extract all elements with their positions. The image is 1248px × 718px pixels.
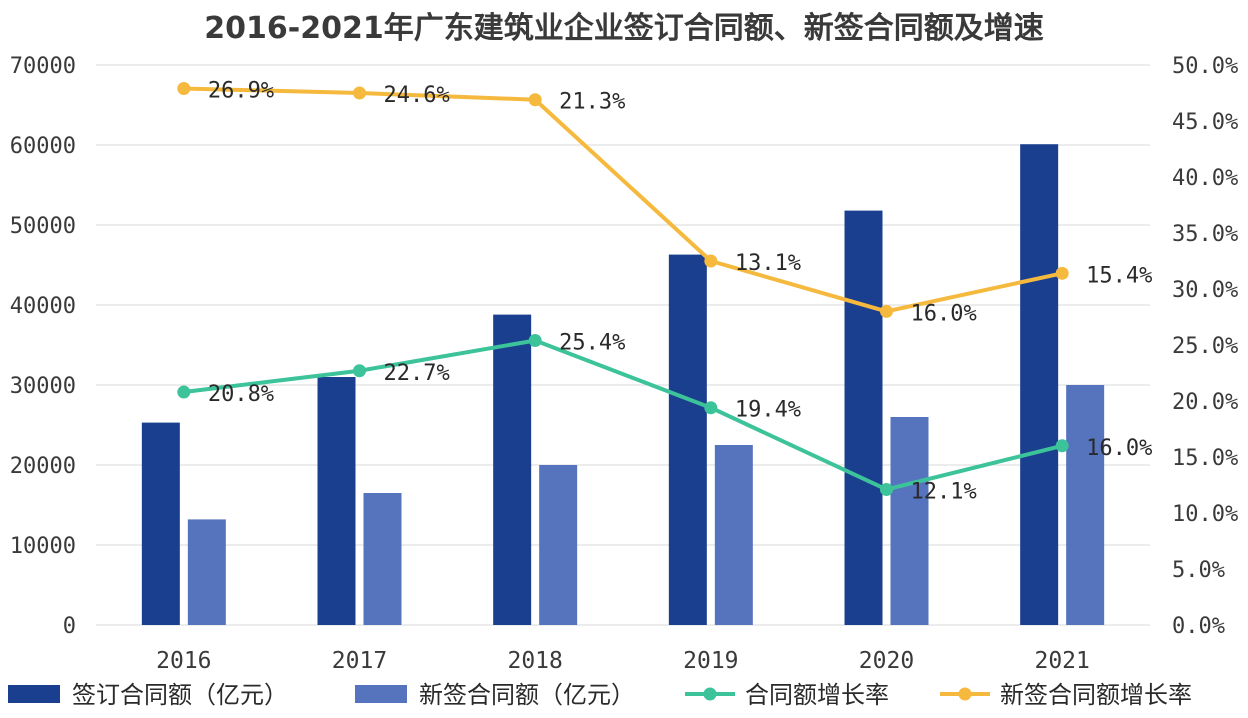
- left-tick-label: 30000: [10, 374, 76, 399]
- x-tick-label: 2019: [683, 648, 738, 674]
- point-contract-growth-2019: [704, 401, 718, 415]
- bar-signed-contract-2017: [317, 377, 356, 625]
- data-label-new-contract-growth: 15.4%: [1086, 263, 1152, 288]
- left-tick-label: 20000: [10, 454, 76, 479]
- x-tick-label: 2020: [859, 648, 914, 674]
- left-tick-label: 40000: [10, 294, 76, 319]
- legend-item-2: 新签合同额（亿元）: [355, 681, 635, 709]
- bar-new-contract-2020: [890, 417, 929, 625]
- point-new-contract-growth-2017: [353, 86, 366, 100]
- right-tick-label: 45.0%: [1172, 110, 1238, 135]
- point-new-contract-growth-2020: [880, 304, 893, 318]
- point-new-contract-growth-2016: [177, 82, 191, 96]
- legend-swatch: [8, 685, 60, 703]
- left-tick-label: 50000: [10, 214, 76, 239]
- legend-item-4: 新签合同额增长率: [940, 681, 1192, 709]
- left-tick-label: 70000: [10, 54, 76, 79]
- data-label-contract-growth: 19.4%: [735, 398, 801, 423]
- legend-marker: [703, 687, 717, 701]
- bar-signed-contract-2019: [668, 254, 707, 625]
- legend-label: 新签合同额（亿元）: [419, 681, 635, 709]
- legend-item-1: 签订合同额（亿元）: [8, 681, 288, 709]
- x-tick-label: 2021: [1034, 648, 1089, 674]
- data-label-contract-growth: 20.8%: [208, 382, 274, 407]
- data-label-contract-growth: 22.7%: [384, 361, 450, 386]
- data-label-new-contract-growth: 26.9%: [208, 79, 274, 104]
- right-tick-label: 0.0%: [1172, 614, 1225, 639]
- point-new-contract-growth-2018: [528, 93, 542, 107]
- data-label-contract-growth: 16.0%: [1086, 436, 1152, 461]
- legend-label: 签订合同额（亿元）: [72, 681, 288, 709]
- right-tick-label: 5.0%: [1172, 558, 1225, 583]
- legend-marker: [958, 687, 972, 701]
- right-tick-label: 10.0%: [1172, 502, 1238, 527]
- bar-signed-contract-2016: [141, 422, 180, 625]
- point-contract-growth-2020: [880, 482, 893, 496]
- right-tick-label: 30.0%: [1172, 278, 1238, 303]
- x-tick-label: 2017: [332, 648, 387, 674]
- x-tick-label: 2016: [156, 648, 211, 674]
- point-contract-growth-2017: [353, 364, 366, 378]
- left-tick-label: 10000: [10, 534, 76, 559]
- data-label-new-contract-growth: 13.1%: [735, 251, 801, 276]
- legend-item-3: 合同额增长率: [685, 681, 889, 709]
- legend-swatch: [355, 685, 407, 703]
- data-label-new-contract-growth: 16.0%: [911, 301, 977, 326]
- right-tick-label: 50.0%: [1172, 54, 1238, 79]
- left-tick-label: 60000: [10, 134, 76, 159]
- bar-new-contract-2016: [187, 519, 226, 625]
- data-label-new-contract-growth: 21.3%: [559, 90, 625, 115]
- legend-label: 合同额增长率: [745, 681, 889, 709]
- right-tick-label: 25.0%: [1172, 334, 1238, 359]
- bar-signed-contract-2021: [1020, 144, 1059, 625]
- right-tick-label: 20.0%: [1172, 390, 1238, 415]
- bar-new-contract-2021: [1066, 385, 1105, 625]
- right-tick-label: 40.0%: [1172, 166, 1238, 191]
- right-tick-label: 35.0%: [1172, 222, 1238, 247]
- bar-new-contract-2019: [714, 445, 753, 625]
- right-tick-label: 15.0%: [1172, 446, 1238, 471]
- bar-signed-contract-2020: [844, 210, 883, 625]
- point-contract-growth-2016: [177, 385, 191, 399]
- line-new-contract-growth: [183, 86, 1063, 314]
- point-new-contract-growth-2019: [704, 254, 718, 268]
- x-tick-label: 2018: [507, 648, 562, 674]
- bar-new-contract-2017: [363, 493, 402, 625]
- bar-new-contract-2018: [539, 465, 578, 625]
- bar-signed-contract-2018: [493, 314, 532, 625]
- point-contract-growth-2021: [1055, 439, 1069, 453]
- chart-title: 2016-2021年广东建筑业企业签订合同额、新签合同额及增速: [204, 11, 1043, 46]
- legend-label: 新签合同额增长率: [1000, 681, 1192, 709]
- line-contract-growth: [183, 338, 1063, 492]
- point-new-contract-growth-2021: [1055, 266, 1069, 280]
- data-label-contract-growth: 12.1%: [911, 479, 977, 504]
- data-label-new-contract-growth: 24.6%: [384, 83, 450, 108]
- left-tick-label: 0: [63, 614, 76, 639]
- point-contract-growth-2018: [528, 334, 542, 348]
- data-label-contract-growth: 25.4%: [559, 331, 625, 356]
